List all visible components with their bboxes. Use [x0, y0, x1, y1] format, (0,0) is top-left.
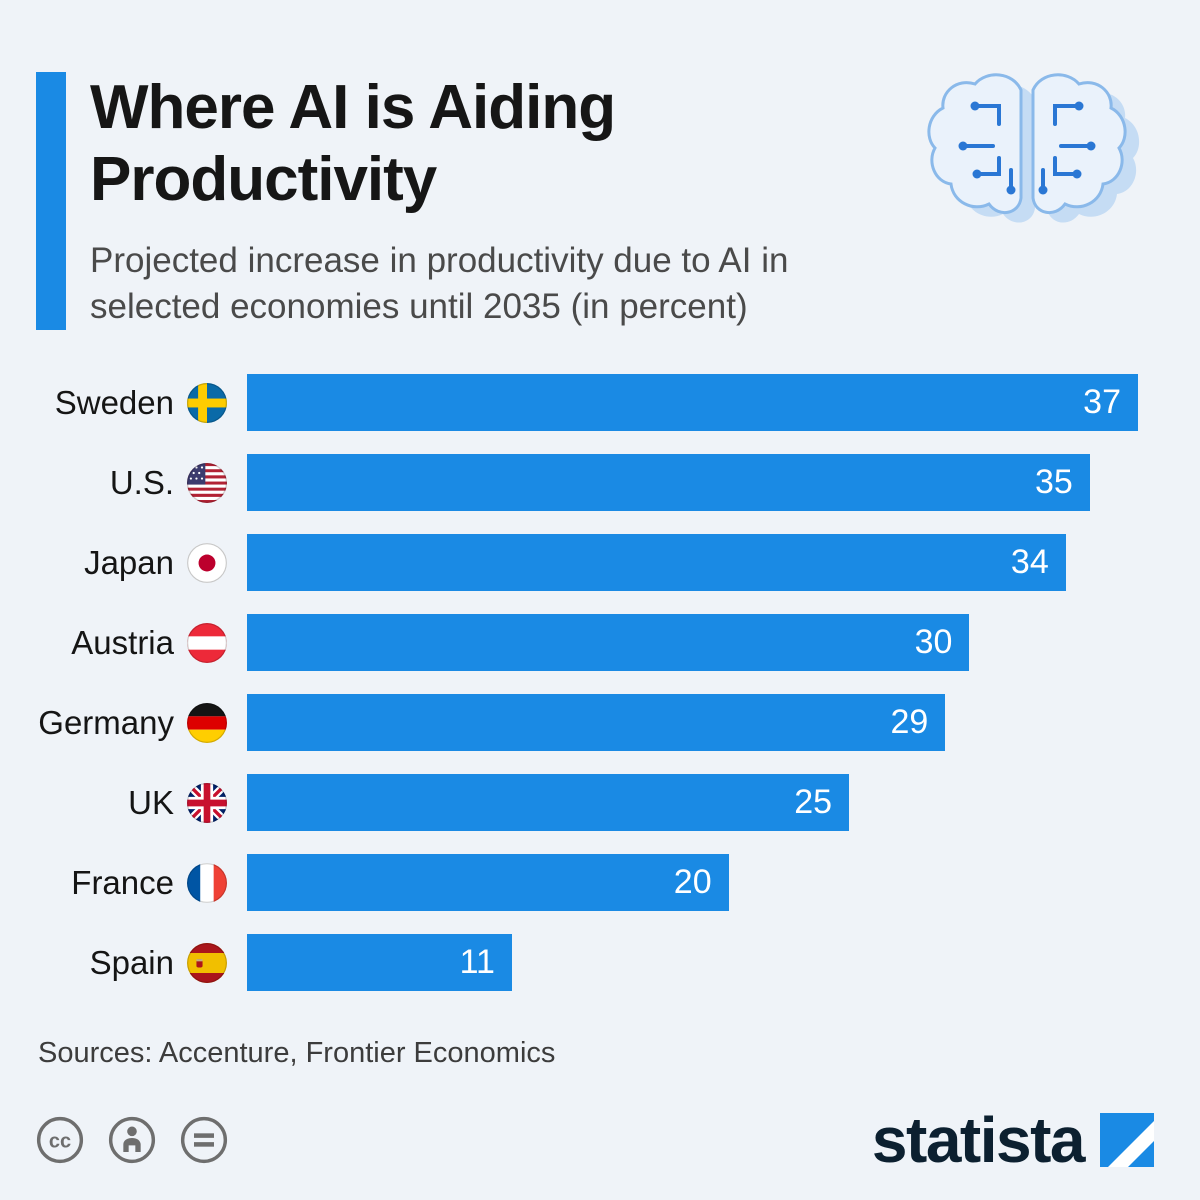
sources-text: Sources: Accenture, Frontier Economics: [38, 1037, 556, 1070]
no-derivatives-icon: [180, 1116, 228, 1164]
statista-logo: statista: [872, 1108, 1154, 1172]
row-label-group: U.S.: [0, 462, 247, 503]
chart-row: Japan 34: [0, 534, 1200, 592]
country-label: Japan: [84, 543, 174, 581]
flag-icon-fr: [187, 862, 227, 903]
statista-logo-mark: [1100, 1113, 1154, 1167]
flag-icon-jp: [187, 542, 227, 583]
bar-track: 29: [247, 694, 1138, 752]
country-label: UK: [128, 783, 174, 821]
chart-row: U.S. 35: [0, 454, 1200, 512]
bar-value-label: 25: [794, 783, 833, 822]
infographic: Where AI is Aiding Productivity Projecte…: [0, 0, 1200, 1172]
row-label-group: UK: [0, 782, 247, 823]
row-label-group: Sweden: [0, 382, 247, 423]
license-icons: cc: [36, 1116, 228, 1164]
creative-commons-icon: cc: [36, 1116, 84, 1164]
ai-brain-circuit-icon: [927, 73, 1140, 223]
bar-track: 25: [247, 774, 1138, 832]
country-label: Austria: [71, 623, 174, 661]
statista-wordmark: statista: [871, 1104, 1086, 1176]
flag-icon-se: [187, 382, 227, 423]
bar-track: 37: [247, 374, 1138, 432]
country-label: U.S.: [109, 463, 174, 501]
svg-text:cc: cc: [49, 1130, 71, 1152]
row-label-group: Austria: [0, 622, 247, 663]
country-label: Germany: [38, 703, 174, 741]
bar-value-label: 29: [890, 703, 929, 742]
bar: 11: [247, 934, 512, 992]
chart-row: Sweden 37: [0, 374, 1200, 432]
bar: 37: [247, 374, 1138, 432]
bar-track: 35: [247, 454, 1138, 512]
country-label: Sweden: [54, 383, 174, 421]
attribution-icon: [108, 1116, 156, 1164]
flag-icon-us: [187, 462, 227, 503]
page-title: Where AI is Aiding Productivity: [90, 73, 616, 214]
bar-track: 30: [247, 614, 1138, 672]
flag-icon-gb: [187, 782, 227, 823]
flag-icon-at: [187, 622, 227, 663]
bar-value-label: 20: [673, 863, 712, 902]
bar: 30: [247, 614, 970, 672]
bar: 35: [247, 454, 1090, 512]
bar: 20: [247, 854, 729, 912]
bar: 29: [247, 694, 946, 752]
bar-value-label: 34: [1010, 543, 1049, 582]
chart-row: Spain 11: [0, 934, 1200, 992]
bar-value-label: 11: [459, 943, 495, 982]
bar: 34: [247, 534, 1066, 592]
bar-chart: Sweden 37 U.S. 35 Japan 34: [0, 374, 1200, 992]
flag-icon-es: [187, 942, 227, 983]
flag-icon-de: [187, 702, 227, 743]
page-subtitle: Projected increase in productivity due t…: [90, 240, 789, 326]
country-label: France: [71, 863, 174, 901]
bar-value-label: 30: [914, 623, 953, 662]
footer-bar: cc statista: [36, 1108, 1154, 1172]
chart-row: Austria 30: [0, 614, 1200, 672]
header: Where AI is Aiding Productivity Projecte…: [0, 0, 1200, 331]
bar-track: 34: [247, 534, 1138, 592]
bar-track: 20: [247, 854, 1138, 912]
bar-value-label: 35: [1035, 463, 1073, 502]
row-label-group: Germany: [0, 702, 247, 743]
chart-row: UK 25: [0, 774, 1200, 832]
chart-row: Germany 29: [0, 694, 1200, 752]
bar: 25: [247, 774, 850, 832]
bar-value-label: 37: [1083, 383, 1121, 422]
country-label: Spain: [89, 943, 174, 981]
chart-row: France 20: [0, 854, 1200, 912]
row-label-group: Spain: [0, 942, 247, 983]
row-label-group: Japan: [0, 542, 247, 583]
bar-track: 11: [247, 934, 1138, 992]
title-accent-bar: [36, 72, 66, 331]
row-label-group: France: [0, 862, 247, 903]
